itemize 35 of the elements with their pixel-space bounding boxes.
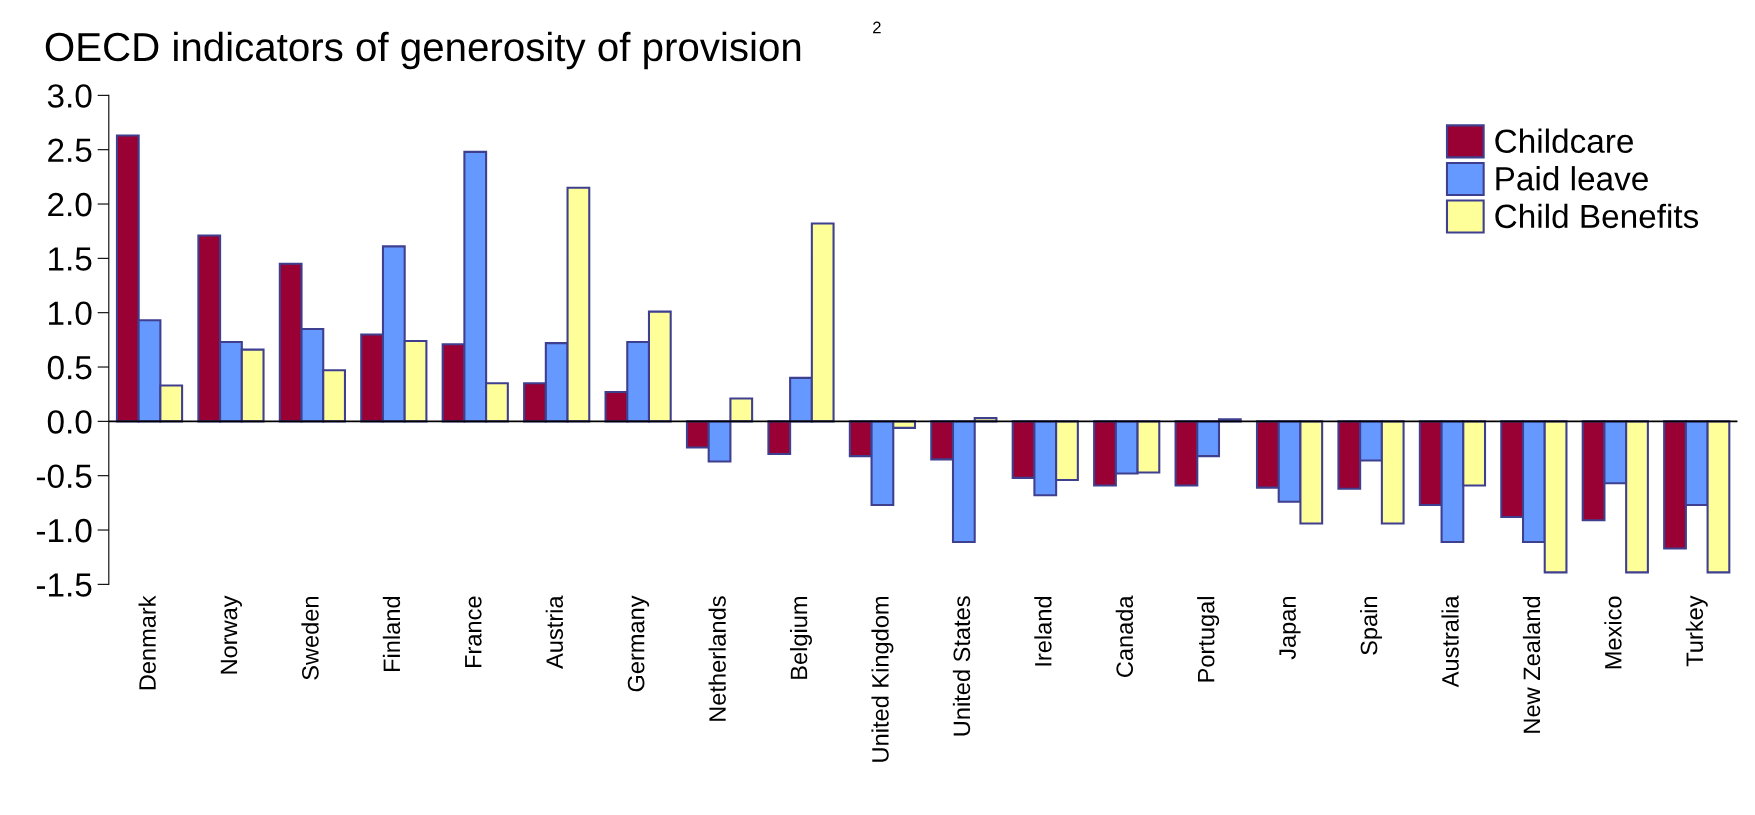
x-tick-label: Sweden xyxy=(301,596,319,680)
chart-title: OECD indicators of generosity of provision xyxy=(45,31,801,70)
y-tick-label: 0.5 xyxy=(47,355,92,380)
y-tick-label: -1.5 xyxy=(36,573,92,597)
x-tick-label: Japan xyxy=(1279,596,1301,660)
x-tick-label: Germany xyxy=(627,595,650,692)
x-tick-label: France xyxy=(465,596,482,668)
x-tick-label: New Zealand xyxy=(1522,596,1541,733)
x-tick-label: Turkey xyxy=(1685,595,1708,667)
y-tick-label: 2.5 xyxy=(48,138,92,163)
x-tick-label: Australia xyxy=(1441,595,1459,688)
x-tick-label: Portugal xyxy=(1197,597,1220,682)
legend-label: Child Benefits xyxy=(1495,203,1699,229)
x-tick-label: Norway xyxy=(220,595,242,674)
y-tick-label: -0.5 xyxy=(36,464,92,489)
y-tick-label: 1.5 xyxy=(49,247,92,271)
x-tick-label: Austria xyxy=(545,595,564,669)
y-tick-label: -1.0 xyxy=(36,518,92,543)
text: 2 xyxy=(873,21,881,34)
x-tick-label: Canada xyxy=(1115,595,1134,677)
x-tick-label: Mexico xyxy=(1604,596,1622,669)
y-tick-label: 1.0 xyxy=(49,301,92,326)
x-tick-label: Netherlands xyxy=(708,596,726,721)
x-tick-label: Ireland xyxy=(1034,596,1052,666)
x-tick-label: United States xyxy=(952,596,971,736)
x-tick-label: Finland xyxy=(382,596,401,671)
x-tick-label: Spain xyxy=(1360,597,1383,655)
y-tick-label: 0.0 xyxy=(47,410,92,434)
legend-label: Childcare xyxy=(1495,128,1633,154)
y-tick-label: 3.0 xyxy=(47,84,92,108)
x-tick-label: Belgium xyxy=(789,597,812,679)
y-tick-label: 2.0 xyxy=(48,192,92,217)
legend-label: Paid leave xyxy=(1496,166,1648,191)
x-tick-label: Denmark xyxy=(138,595,156,690)
x-tick-label: United Kingdom xyxy=(871,597,894,762)
